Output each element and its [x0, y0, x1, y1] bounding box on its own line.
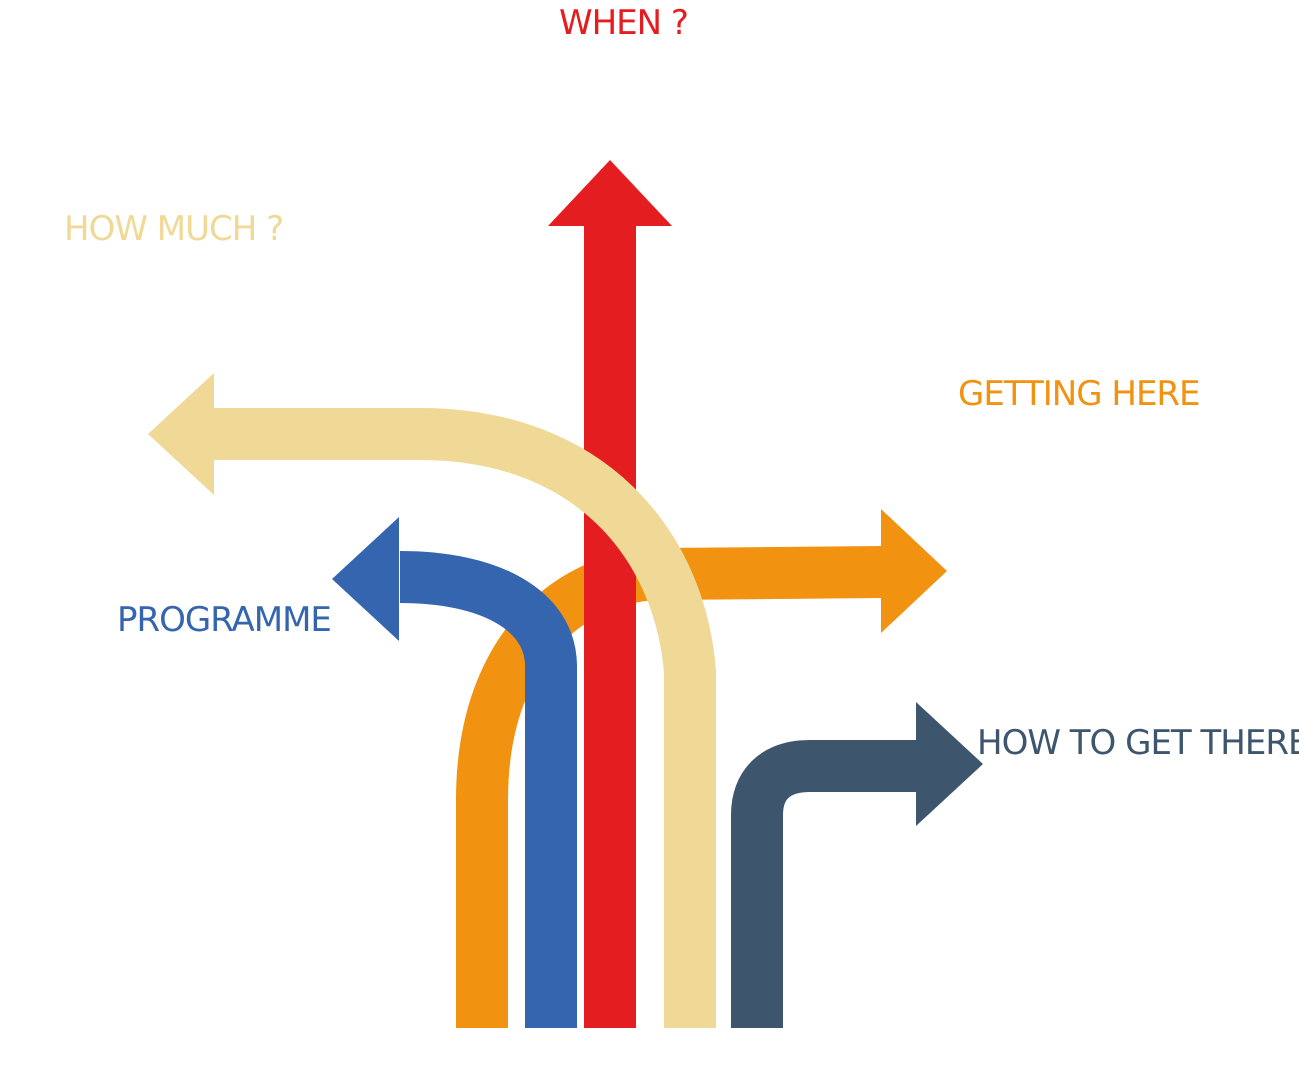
how-much-arrow[interactable] — [148, 373, 716, 1028]
how-to-get-there-label[interactable]: HOW TO GET THERE — [977, 723, 1299, 763]
how-to-get-there-arrow[interactable] — [731, 702, 983, 1028]
how-much-label[interactable]: HOW MUCH ? — [64, 209, 284, 249]
programme-label[interactable]: PROGRAMME — [117, 600, 332, 640]
getting-here-label[interactable]: GETTING HERE — [958, 374, 1201, 414]
when-arrow[interactable] — [548, 160, 672, 1028]
programme-arrow[interactable] — [332, 517, 577, 1028]
when-label[interactable]: WHEN ? — [559, 3, 689, 43]
